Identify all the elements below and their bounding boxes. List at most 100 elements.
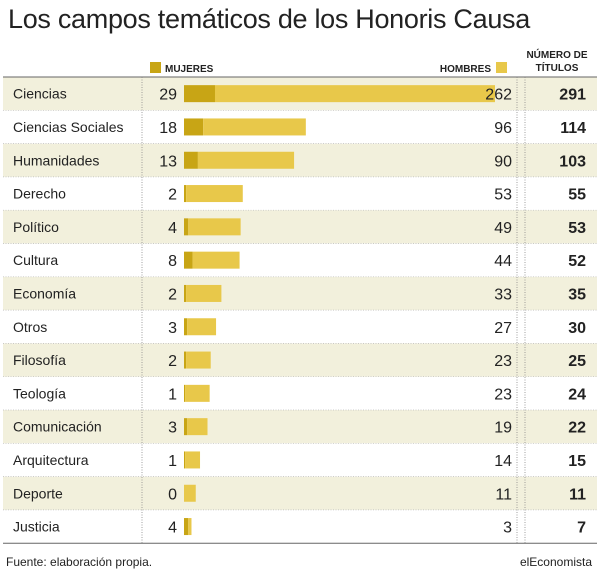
hombres-value-label: 19 — [494, 420, 512, 437]
bar-mujeres — [184, 85, 215, 103]
row-background — [3, 476, 597, 510]
table-row: Arquitectura 1 14 15 — [13, 451, 586, 470]
category-label: Teología — [13, 385, 66, 401]
bar-hombres — [188, 218, 241, 236]
table-row: Justicia 4 3 7 — [13, 518, 586, 537]
row-background — [3, 143, 597, 177]
hombres-value-label: 49 — [494, 220, 512, 237]
total-value-label: 103 — [559, 153, 586, 170]
total-value-label: 11 — [569, 486, 586, 503]
source-note: Fuente: elaboración propia. — [6, 555, 153, 569]
hombres-value-label: 53 — [494, 187, 512, 204]
mujeres-value-label: 2 — [168, 286, 177, 303]
totals-header-line2: TÍTULOS — [536, 61, 579, 74]
table-row: Deporte 0 11 11 — [13, 484, 586, 503]
bar-mujeres — [184, 318, 188, 336]
category-label: Filosofía — [13, 352, 66, 368]
bar-hombres — [185, 451, 201, 469]
totals-header-line1: NÚMERO DE — [526, 48, 587, 61]
hombres-value-label: 96 — [494, 120, 512, 137]
category-label: Arquitectura — [13, 452, 89, 468]
category-label: Justicia — [13, 519, 60, 535]
row-background — [3, 343, 597, 377]
bar-hombres — [185, 384, 210, 402]
mujeres-value-label: 0 — [168, 486, 177, 503]
hombres-value-label: 44 — [494, 253, 512, 270]
total-value-label: 24 — [568, 386, 586, 403]
bar-mujeres — [184, 518, 189, 536]
category-label: Político — [13, 219, 59, 235]
bar-mujeres — [184, 351, 187, 369]
row-backgrounds — [3, 77, 597, 510]
category-label: Humanidades — [13, 152, 99, 168]
bar-mujeres — [184, 118, 204, 136]
bar-mujeres — [184, 384, 186, 402]
row-background — [3, 210, 597, 244]
row-background — [3, 410, 597, 444]
total-value-label: 55 — [568, 187, 586, 204]
bar-mujeres — [184, 151, 198, 169]
bar-hombres — [214, 85, 495, 103]
bar-hombres — [197, 151, 295, 169]
legend-hombres-swatch — [496, 62, 507, 73]
mujeres-value-label: 4 — [168, 220, 177, 237]
mujeres-value-label: 2 — [168, 353, 177, 370]
total-value-label: 22 — [568, 420, 586, 437]
mujeres-value-label: 1 — [168, 386, 177, 403]
total-value-label: 30 — [568, 320, 586, 337]
table-row: Teología 1 23 24 — [13, 384, 586, 403]
hombres-value-label: 262 — [485, 87, 512, 104]
bar-mujeres — [184, 451, 186, 469]
bar-hombres — [188, 518, 192, 536]
table-row: Otros 3 27 30 — [13, 318, 586, 337]
row-background — [3, 276, 597, 311]
category-label: Otros — [13, 319, 47, 335]
table-row: Economía 2 33 35 — [13, 284, 586, 303]
bar-hombres — [203, 118, 306, 136]
bar-hombres — [187, 318, 217, 336]
bar-mujeres — [184, 185, 187, 203]
bar-hombres — [186, 185, 243, 203]
mujeres-value-label: 3 — [168, 420, 177, 437]
table-row: Político 4 49 53 — [13, 218, 586, 237]
total-value-label: 114 — [560, 120, 586, 137]
mujeres-value-label: 2 — [168, 187, 177, 204]
hombres-value-label: 23 — [494, 386, 512, 403]
bar-hombres — [192, 251, 240, 269]
bar-mujeres — [184, 218, 189, 236]
category-label: Cultura — [13, 252, 58, 268]
total-value-label: 15 — [568, 453, 586, 470]
hombres-value-label: 3 — [503, 520, 512, 537]
bar-mujeres — [184, 418, 188, 436]
category-label: Economía — [13, 285, 76, 301]
category-label: Comunicación — [13, 419, 102, 435]
legend-mujeres-label: MUJERES — [165, 64, 214, 75]
mujeres-value-label: 18 — [159, 120, 177, 137]
table-row: Cultura 8 44 52 — [13, 251, 586, 270]
legend-hombres-label: HOMBRES — [440, 64, 491, 75]
legend-mujeres-swatch — [150, 62, 161, 73]
grid-lines — [3, 76, 597, 544]
total-value-label: 53 — [568, 220, 586, 237]
table-row: Filosofía 2 23 25 — [13, 351, 586, 370]
bar-mujeres — [184, 284, 187, 302]
bar-mujeres — [184, 251, 193, 269]
category-label: Derecho — [13, 186, 66, 202]
total-value-label: 35 — [568, 286, 586, 303]
hombres-value-label: 90 — [494, 153, 512, 170]
category-label: Ciencias Sociales — [13, 119, 124, 135]
hombres-value-label: 33 — [494, 286, 512, 303]
table-row: Ciencias Sociales 18 96 114 — [13, 118, 586, 137]
bar-hombres — [187, 418, 208, 436]
mujeres-value-label: 29 — [159, 87, 177, 104]
table-row: Comunicación 3 19 22 — [13, 418, 586, 437]
hombres-value-label: 27 — [494, 320, 512, 337]
mujeres-value-label: 4 — [168, 520, 177, 537]
bar-hombres — [186, 351, 211, 369]
total-value-label: 7 — [577, 520, 586, 537]
hombres-value-label: 23 — [494, 353, 512, 370]
total-value-label: 291 — [559, 87, 586, 104]
legend: MUJERES HOMBRES NÚMERO DE TÍTULOS — [150, 48, 588, 75]
category-label: Ciencias — [13, 86, 67, 102]
